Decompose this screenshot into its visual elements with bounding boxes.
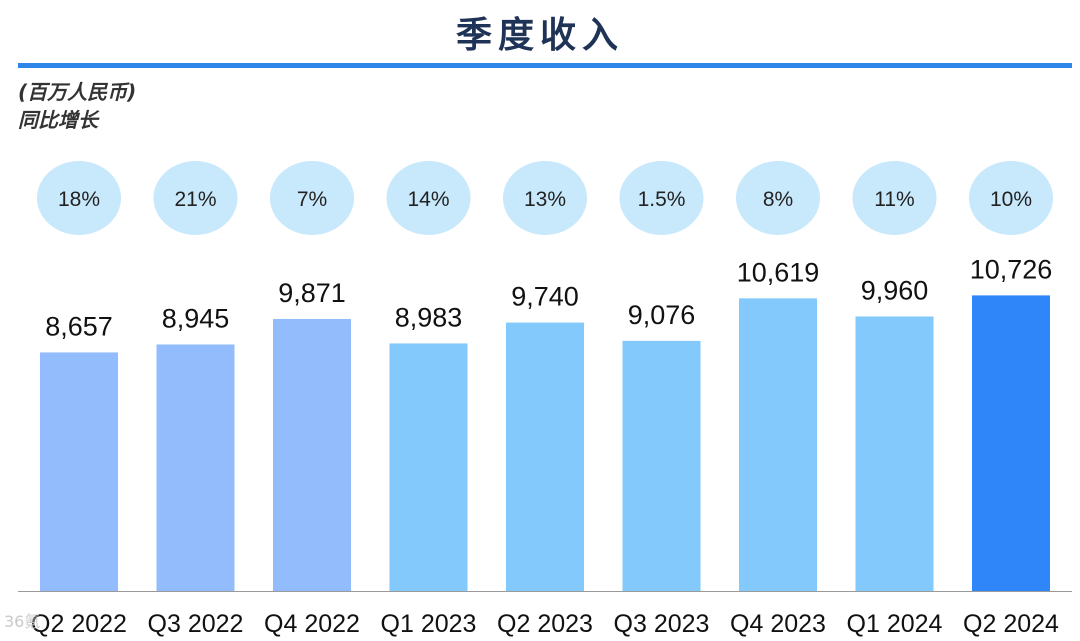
growth-label: 18% bbox=[58, 188, 100, 211]
growth-bubble bbox=[852, 161, 937, 235]
category-label: Q2 2022 bbox=[31, 610, 127, 638]
bar bbox=[739, 298, 817, 591]
title-divider bbox=[18, 63, 1072, 68]
growth-bubble bbox=[503, 161, 587, 235]
bar bbox=[40, 352, 118, 591]
category-label: Q2 2023 bbox=[497, 610, 593, 638]
category-label: Q1 2024 bbox=[847, 610, 943, 638]
growth-label: 14% bbox=[407, 188, 449, 211]
growth-bubble bbox=[37, 161, 121, 235]
bar bbox=[389, 343, 468, 591]
bar bbox=[506, 322, 584, 591]
growth-bubble bbox=[969, 161, 1053, 235]
unit-legend: (百万人民币) 同比增长 bbox=[18, 78, 136, 134]
growth-bubble bbox=[153, 161, 238, 235]
x-axis-baseline bbox=[18, 591, 1072, 592]
value-label: 10,726 bbox=[970, 254, 1053, 284]
value-label: 10,619 bbox=[737, 257, 820, 287]
chart-title: 季度收入 bbox=[455, 15, 624, 56]
value-label: 9,740 bbox=[511, 282, 579, 312]
value-label: 8,983 bbox=[395, 302, 463, 332]
unit-label: (百万人民币) bbox=[18, 80, 137, 104]
growth-bubble bbox=[619, 161, 704, 235]
bar bbox=[855, 316, 934, 591]
category-label: Q3 2023 bbox=[614, 610, 710, 638]
category-label: Q4 2022 bbox=[264, 610, 360, 638]
growth-label: 1.5% bbox=[638, 188, 686, 211]
growth-label: 同比增长 bbox=[18, 108, 98, 132]
category-label: Q3 2022 bbox=[148, 610, 244, 638]
growth-bubble bbox=[270, 161, 354, 235]
category-label: Q4 2023 bbox=[730, 610, 826, 638]
bar bbox=[622, 340, 701, 591]
bar bbox=[972, 295, 1050, 591]
growth-bubble bbox=[736, 161, 820, 235]
bar bbox=[156, 344, 235, 591]
growth-label: 11% bbox=[874, 188, 914, 211]
value-label: 9,076 bbox=[628, 300, 696, 330]
value-label: 8,657 bbox=[45, 311, 113, 341]
value-label: 9,871 bbox=[278, 278, 346, 308]
value-label: 8,945 bbox=[162, 303, 230, 333]
watermark: 36氪 bbox=[4, 612, 41, 631]
growth-label: 10% bbox=[990, 188, 1032, 211]
category-label: Q2 2024 bbox=[963, 610, 1059, 638]
growth-label: 21% bbox=[174, 188, 216, 211]
growth-label: 7% bbox=[297, 188, 327, 211]
growth-bubble bbox=[386, 161, 471, 235]
category-label: Q1 2023 bbox=[381, 610, 477, 638]
value-label: 9,960 bbox=[861, 276, 929, 306]
bar bbox=[273, 318, 351, 591]
growth-label: 8% bbox=[763, 188, 793, 211]
growth-label: 13% bbox=[524, 188, 566, 211]
